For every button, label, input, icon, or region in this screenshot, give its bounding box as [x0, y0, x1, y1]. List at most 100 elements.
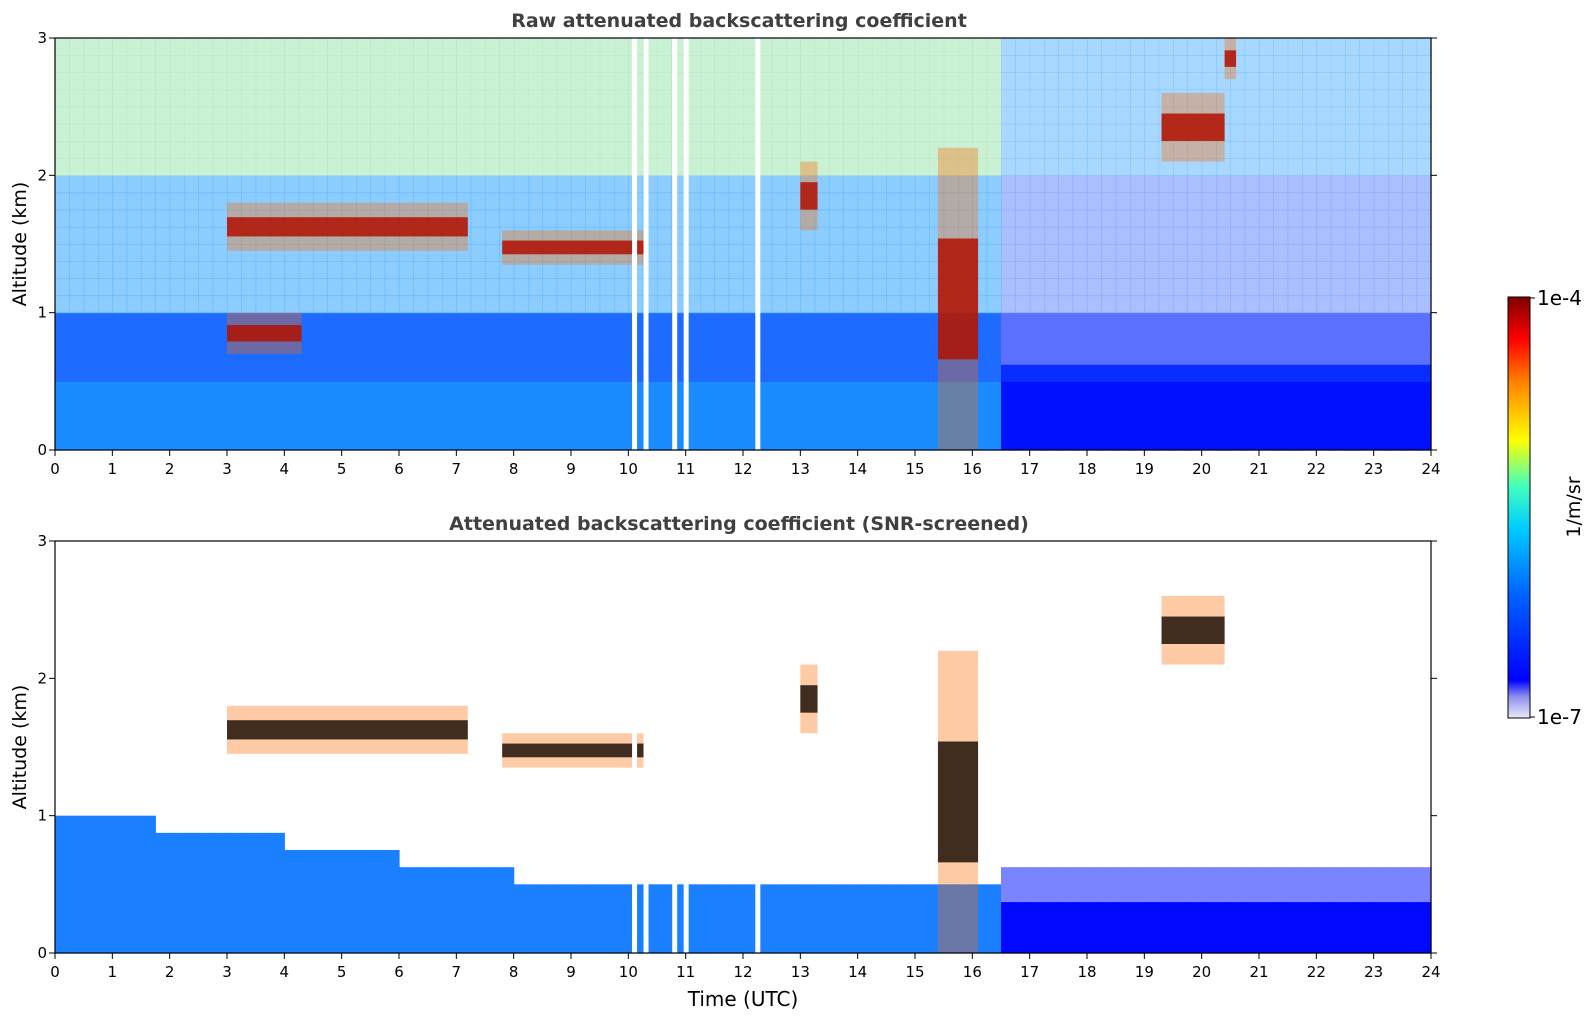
heatmap-cell — [1359, 415, 1375, 434]
heatmap-cell — [814, 226, 830, 245]
heatmap-cell — [413, 175, 429, 194]
heatmap-cell — [1345, 123, 1360, 142]
heatmap-cell — [470, 398, 486, 417]
heatmap-cell — [915, 884, 930, 903]
heatmap-cell — [900, 347, 916, 365]
heatmap-cell — [786, 55, 801, 73]
heatmap-cell — [1402, 55, 1418, 73]
heatmap-cell — [728, 226, 744, 245]
heatmap-cell — [327, 192, 343, 211]
heatmap-cell — [1259, 278, 1274, 297]
heatmap-cell — [1072, 329, 1088, 348]
heatmap-cell — [1373, 89, 1389, 108]
heatmap-cell — [542, 106, 558, 125]
heatmap-cell — [1273, 398, 1289, 417]
heatmap-cell — [485, 141, 500, 159]
heatmap-cell — [442, 158, 457, 176]
heatmap-cell — [1101, 72, 1117, 91]
heatmap-cell — [1230, 72, 1246, 91]
heatmap-cell — [485, 278, 500, 297]
heatmap-cell — [370, 432, 386, 451]
cloud-feature-core — [1224, 50, 1237, 67]
heatmap-cell — [470, 123, 486, 142]
heatmap-cell — [1101, 347, 1117, 365]
heatmap-cell — [886, 89, 902, 108]
heatmap-cell — [1201, 935, 1217, 954]
heatmap-cell — [442, 398, 457, 417]
heatmap-cell — [1201, 38, 1217, 56]
heatmap-cell — [743, 141, 758, 159]
heatmap-cell — [1173, 89, 1188, 108]
heatmap-cell — [341, 192, 357, 211]
heatmap-cell — [542, 261, 558, 279]
heatmap-cell — [126, 106, 142, 125]
heatmap-cell — [886, 312, 902, 331]
heatmap-cell — [986, 141, 1002, 159]
heatmap-cell — [184, 329, 199, 348]
heatmap-cell — [556, 38, 572, 56]
heatmap-cell — [714, 123, 730, 142]
y-axis-label-screened: Altitude (km) — [9, 685, 31, 810]
heatmap-cell — [1158, 364, 1174, 382]
heatmap-cell — [499, 347, 515, 365]
heatmap-cell — [1001, 935, 1016, 954]
heatmap-cell — [169, 89, 185, 108]
heatmap-cell — [1287, 901, 1303, 920]
heatmap-cell — [227, 72, 242, 91]
heatmap-cell — [341, 884, 357, 903]
heatmap-cell — [757, 261, 773, 279]
x-tick-label: 15 — [905, 460, 924, 478]
heatmap-cell — [427, 106, 443, 125]
heatmap-cell — [370, 347, 386, 365]
heatmap-cell — [542, 884, 558, 903]
heatmap-cell — [542, 209, 558, 228]
heatmap-cell — [1115, 192, 1131, 211]
heatmap-cell — [284, 175, 300, 194]
heatmap-cell — [69, 867, 85, 885]
heatmap-cell — [98, 329, 113, 348]
heatmap-cell — [155, 295, 171, 314]
heatmap-cell — [1373, 918, 1389, 937]
heatmap-cell — [1173, 158, 1188, 176]
heatmap-cell — [872, 55, 887, 73]
heatmap-cell — [69, 261, 85, 279]
heatmap-cell — [1287, 347, 1303, 365]
heatmap-cell — [1359, 175, 1375, 194]
heatmap-cell — [1029, 192, 1045, 211]
heatmap-cell — [1402, 158, 1418, 176]
heatmap-cell — [1130, 38, 1145, 56]
heatmap-cell — [700, 312, 715, 331]
heatmap-cell — [98, 261, 113, 279]
heatmap-cell — [513, 901, 529, 920]
heatmap-cell — [714, 364, 730, 382]
heatmap-cell — [98, 106, 113, 125]
heatmap-cell — [485, 209, 500, 228]
heatmap-cell — [728, 141, 744, 159]
heatmap-cell — [327, 918, 343, 937]
heatmap-cell — [227, 55, 242, 73]
heatmap-cell — [1130, 398, 1145, 417]
heatmap-cell — [1216, 89, 1231, 108]
heatmap-cell — [1244, 175, 1260, 194]
heatmap-cell — [556, 884, 572, 903]
heatmap-cell — [98, 244, 113, 262]
heatmap-cell — [470, 158, 486, 176]
heatmap-cell — [327, 72, 343, 91]
heatmap-cell — [714, 935, 730, 954]
heatmap-cell — [1330, 901, 1346, 920]
heatmap-cell — [98, 381, 113, 400]
heatmap-cell — [786, 935, 801, 954]
heatmap-cell — [800, 918, 816, 937]
heatmap-cell — [585, 312, 601, 331]
heatmap-cell — [1187, 867, 1203, 885]
heatmap-cell — [972, 381, 988, 400]
heatmap-cell — [155, 226, 171, 245]
heatmap-cell — [728, 312, 744, 331]
heatmap-cell — [1072, 347, 1088, 365]
heatmap-cell — [1359, 295, 1375, 314]
heatmap-cell — [470, 364, 486, 382]
heatmap-cell — [556, 89, 572, 108]
heatmap-cell — [814, 209, 830, 228]
heatmap-cell — [1402, 312, 1418, 331]
heatmap-cell — [771, 226, 787, 245]
